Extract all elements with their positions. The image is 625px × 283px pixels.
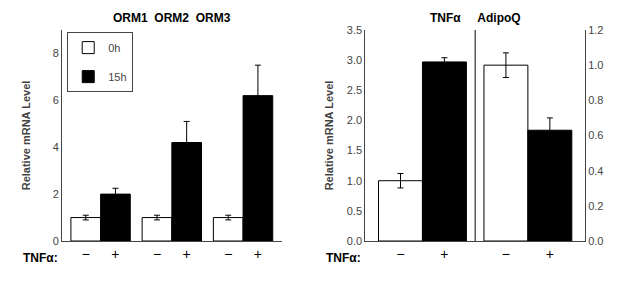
svg-text:3.0: 3.0 — [347, 54, 362, 66]
svg-text:−: − — [153, 246, 161, 262]
svg-text:0.0: 0.0 — [588, 235, 603, 247]
svg-text:+: + — [546, 246, 554, 262]
svg-text:0.2: 0.2 — [588, 200, 603, 212]
svg-text:0.8: 0.8 — [588, 94, 603, 106]
svg-text:15h: 15h — [108, 71, 126, 83]
svg-text:1.0: 1.0 — [588, 59, 603, 71]
svg-text:−: − — [82, 246, 90, 262]
svg-text:0h: 0h — [108, 42, 120, 54]
svg-text:0.4: 0.4 — [588, 165, 603, 177]
svg-text:TNFα AdipoQ: TNFα AdipoQ — [430, 11, 521, 25]
svg-text:2.0: 2.0 — [347, 114, 362, 126]
svg-text:1.0: 1.0 — [347, 175, 362, 187]
svg-text:0.6: 0.6 — [588, 129, 603, 141]
svg-text:1.2: 1.2 — [588, 24, 603, 36]
svg-text:2.5: 2.5 — [347, 84, 362, 96]
svg-text:+: + — [183, 246, 191, 262]
svg-text:ORM1 ORM2 ORM3: ORM1 ORM2 ORM3 — [113, 11, 231, 25]
svg-text:−: − — [224, 246, 232, 262]
svg-text:TNFα:: TNFα: — [23, 251, 58, 265]
svg-text:8: 8 — [53, 47, 59, 59]
svg-text:TNFα:: TNFα: — [326, 251, 361, 265]
svg-text:+: + — [254, 246, 262, 262]
svg-text:6: 6 — [53, 94, 59, 106]
svg-text:2: 2 — [53, 188, 59, 200]
svg-text:+: + — [111, 246, 119, 262]
svg-text:1.5: 1.5 — [347, 144, 362, 156]
svg-text:0.5: 0.5 — [347, 205, 362, 217]
svg-text:0: 0 — [53, 235, 59, 247]
svg-text:+: + — [440, 246, 448, 262]
svg-text:3.5: 3.5 — [347, 24, 362, 36]
svg-text:Relative mRNA Level: Relative mRNA Level — [20, 81, 32, 191]
svg-text:4: 4 — [53, 141, 59, 153]
svg-text:Relative mRNA Level: Relative mRNA Level — [323, 81, 335, 191]
svg-text:−: − — [502, 246, 510, 262]
svg-text:0.0: 0.0 — [347, 235, 362, 247]
svg-text:−: − — [396, 246, 404, 262]
